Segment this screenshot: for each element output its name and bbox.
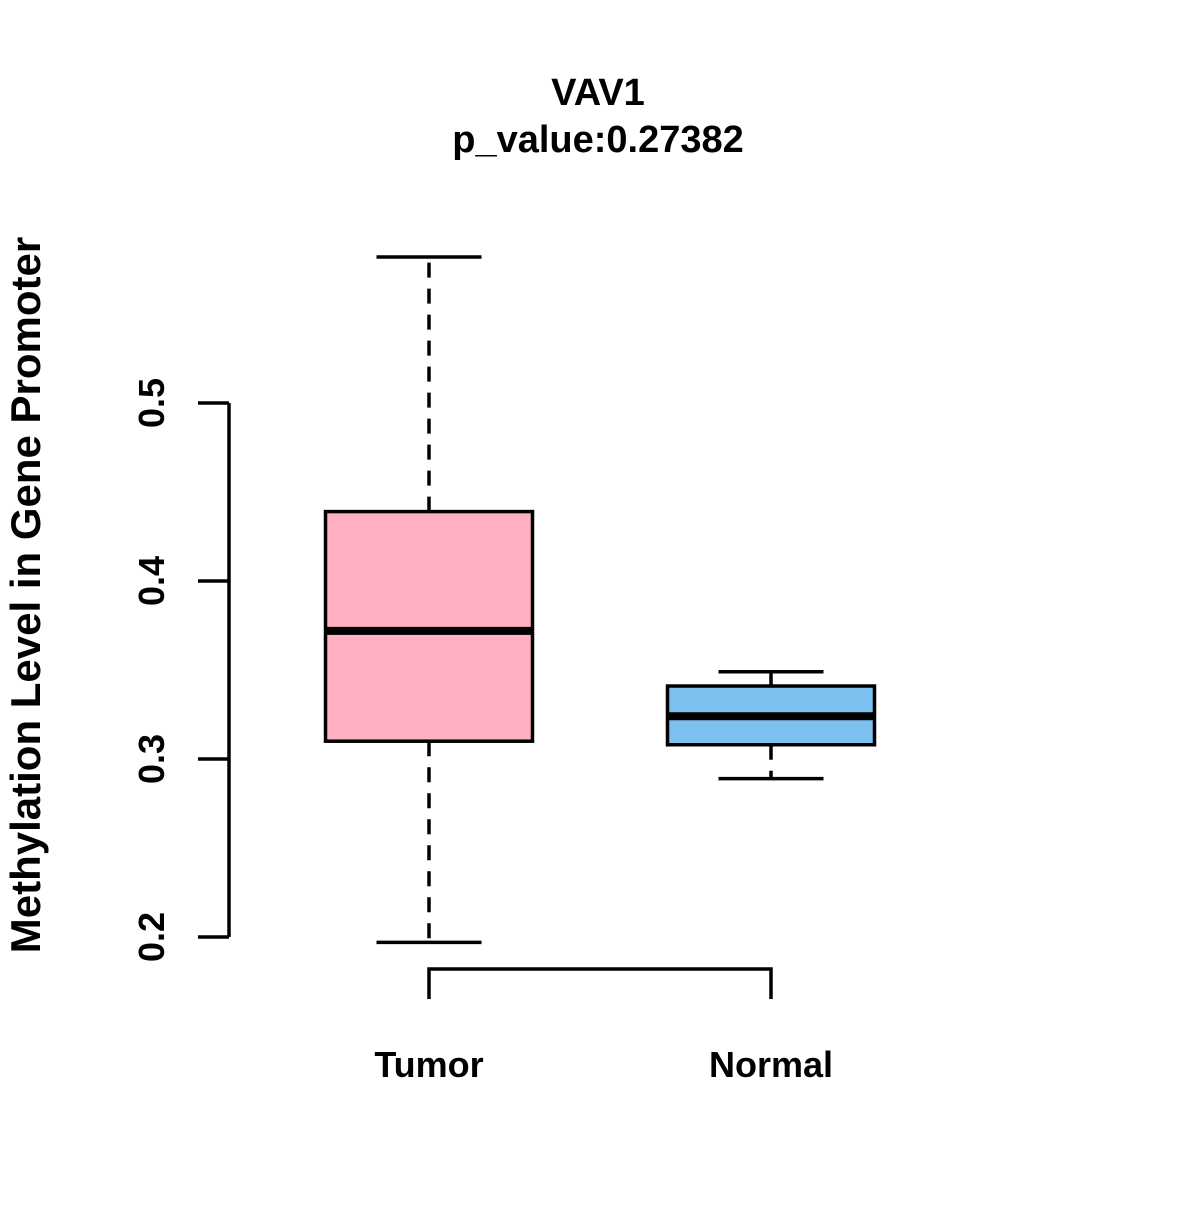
chart-title: VAV1 [551, 72, 645, 114]
x-axis-bracket [427, 967, 773, 999]
y-tick-label: 0.3 [131, 734, 172, 784]
y-tick-label: 0.5 [131, 378, 172, 428]
chart-subtitle: p_value:0.27382 [452, 119, 744, 161]
y-axis-title: Methylation Level in Gene Promoter [2, 237, 49, 953]
x-category-label-normal: Normal [709, 1044, 833, 1085]
y-tick-label: 0.4 [131, 556, 172, 606]
plot-area: 0.2 0.3 0.4 0.5 Tumor Normal [131, 255, 877, 1085]
x-category-label-tumor: Tumor [374, 1044, 483, 1085]
box-tumor [323, 509, 535, 743]
y-tick-label: 0.2 [131, 912, 172, 962]
